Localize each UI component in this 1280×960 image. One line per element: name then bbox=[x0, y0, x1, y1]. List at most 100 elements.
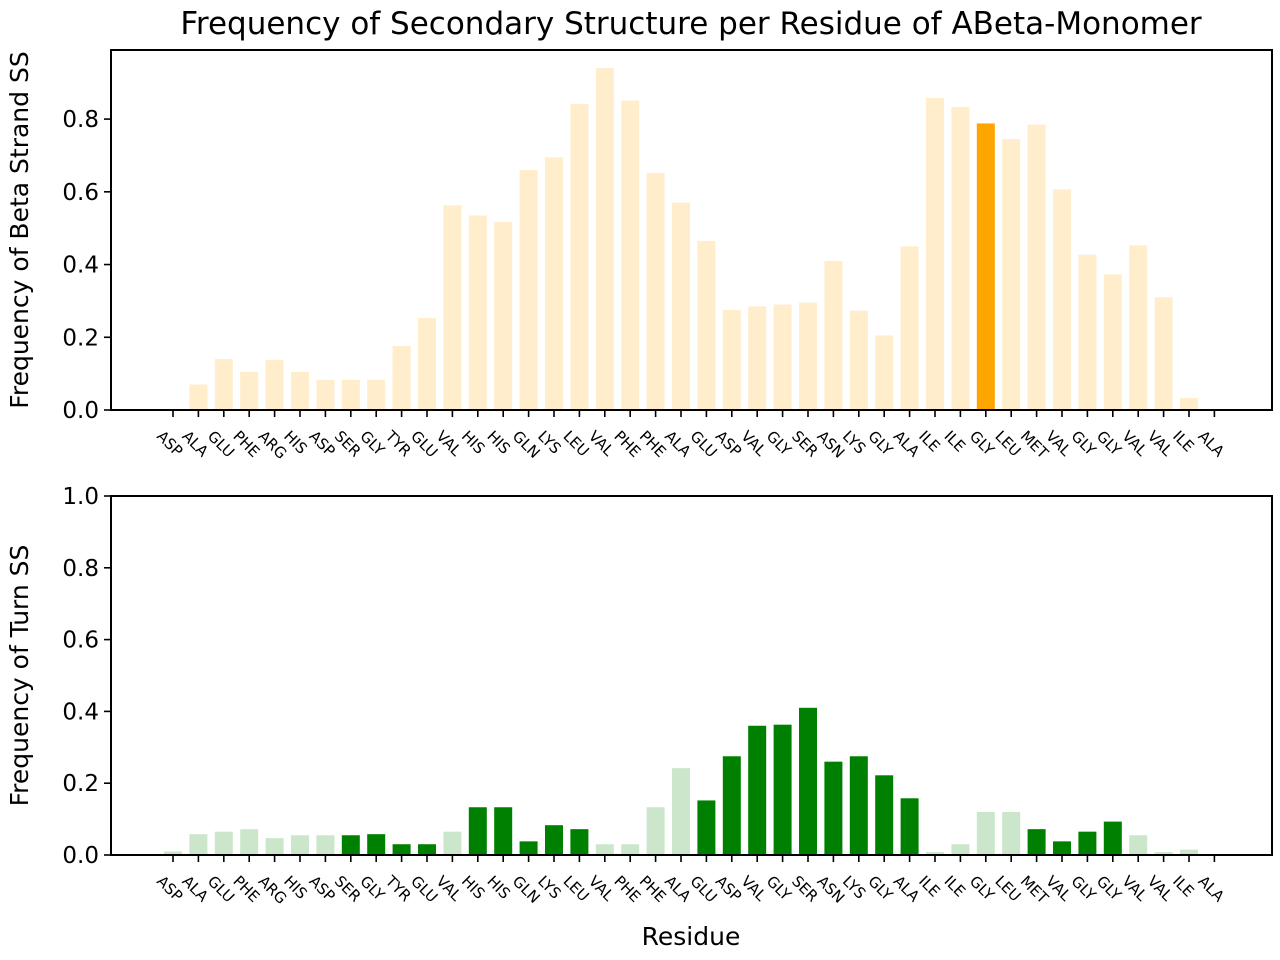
beta-strand-x-tick-label: GLY bbox=[763, 427, 796, 460]
beta-strand-bar-27 bbox=[824, 260, 843, 410]
beta-strand-x-tick-label: ASP bbox=[712, 427, 745, 460]
beta-strand-x-ticks: ASPALAGLUPHEARGHISASPSERGLYTYRGLUVALHISH… bbox=[153, 410, 1228, 463]
turn-x-tick-label: ILE bbox=[1169, 872, 1197, 900]
beta-strand-bar-23 bbox=[722, 310, 741, 410]
beta-strand-x-tick-label: GLY bbox=[356, 427, 389, 460]
beta-strand-bar-4 bbox=[240, 371, 259, 410]
turn-y-label: Frequency of Turn SS bbox=[5, 545, 34, 807]
turn-bar-20 bbox=[646, 807, 665, 855]
beta-strand-x-tick-label: ALA bbox=[179, 427, 213, 461]
turn-bar-5 bbox=[265, 838, 284, 855]
turn-bar-32 bbox=[951, 844, 970, 855]
beta-strand-bar-12 bbox=[443, 205, 462, 410]
turn-bar-23 bbox=[722, 756, 741, 855]
turn-bar-19 bbox=[621, 844, 640, 855]
turn-x-tick-label: ILE bbox=[941, 872, 969, 900]
turn-x-tick-label: MET bbox=[1017, 872, 1053, 908]
turn-x-ticks: ASPALAGLUPHEARGHISASPSERGLYTYRGLUVALHISH… bbox=[153, 855, 1228, 908]
turn-bar-39 bbox=[1129, 835, 1148, 855]
beta-strand-bar-17 bbox=[570, 103, 589, 411]
beta-strand-y-tick-label: 0.8 bbox=[62, 107, 99, 133]
turn-bar-6 bbox=[291, 835, 309, 855]
turn-y-ticks: 0.0 0.2 0.4 0.6 0.8 1.0 bbox=[62, 484, 111, 869]
beta-strand-bar-18 bbox=[595, 68, 614, 410]
turn-y-tick-label: 0.0 bbox=[62, 843, 99, 869]
beta-strand-x-tick-label: ALA bbox=[1195, 427, 1229, 461]
turn-x-label: Residue bbox=[642, 922, 741, 951]
beta-strand-bar-24 bbox=[748, 306, 767, 410]
beta-strand-bar-25 bbox=[773, 304, 792, 410]
turn-bar-35 bbox=[1027, 829, 1046, 855]
turn-bar-34 bbox=[1002, 811, 1021, 855]
turn-bar-10 bbox=[392, 844, 411, 855]
turn-x-tick-label: VAL bbox=[737, 872, 770, 905]
beta-strand-x-tick-label: ILE bbox=[1169, 427, 1197, 455]
beta-strand-x-tick-label: GLU bbox=[204, 427, 238, 461]
turn-y-tick-label: 0.6 bbox=[62, 628, 99, 654]
turn-x-tick-label: ASN bbox=[814, 872, 849, 907]
beta-strand-bars bbox=[189, 68, 1198, 411]
turn-x-tick-label: GLY bbox=[966, 872, 999, 905]
turn-bar-24 bbox=[748, 725, 767, 855]
beta-strand-bar-21 bbox=[672, 202, 690, 410]
beta-strand-x-tick-label: SER bbox=[331, 427, 365, 461]
turn-x-tick-label: VAL bbox=[585, 872, 618, 905]
beta-strand-bar-10 bbox=[392, 346, 411, 410]
turn-bar-26 bbox=[799, 707, 817, 855]
turn-x-tick-label: GLY bbox=[356, 872, 389, 905]
turn-bar-27 bbox=[824, 761, 843, 855]
turn-bar-31 bbox=[926, 852, 944, 855]
beta-strand-x-tick-label: GLN bbox=[509, 427, 544, 462]
beta-strand-bar-30 bbox=[900, 246, 919, 410]
turn-x-tick-label: SER bbox=[788, 872, 822, 906]
beta-strand-x-tick-label: HIS bbox=[458, 427, 489, 458]
turn-x-tick-label: VAL bbox=[1042, 872, 1075, 905]
turn-x-tick-label: ALA bbox=[890, 872, 924, 906]
turn-bar-3 bbox=[214, 831, 233, 855]
beta-strand-x-tick-label: SER bbox=[788, 427, 822, 461]
turn-x-tick-label: VAL bbox=[1144, 872, 1177, 905]
beta-strand-x-tick-label: GLY bbox=[1068, 427, 1101, 460]
beta-strand-x-tick-label: PHE bbox=[610, 427, 644, 461]
beta-strand-x-tick-label: VAL bbox=[585, 427, 618, 460]
turn-axes-frame bbox=[110, 495, 1273, 856]
beta-strand-x-tick-label: ALA bbox=[890, 427, 924, 461]
turn-bar-29 bbox=[875, 775, 894, 855]
beta-strand-bar-9 bbox=[367, 379, 386, 410]
beta-strand-y-label: Frequency of Beta Strand SS bbox=[5, 51, 34, 408]
turn-bar-14 bbox=[494, 807, 513, 855]
beta-strand-panel: 0.00.20.40.60.8 ASPALAGLUPHEARGHISASPSER… bbox=[5, 49, 1273, 463]
turn-bar-21 bbox=[672, 768, 690, 855]
beta-strand-x-tick-label: PHE bbox=[229, 427, 263, 461]
beta-strand-x-tick-label: ASP bbox=[306, 427, 339, 460]
turn-bar-40 bbox=[1154, 852, 1173, 855]
beta-strand-bar-2 bbox=[189, 384, 208, 410]
turn-bar-38 bbox=[1103, 821, 1122, 855]
turn-y-tick-label: 1.0 bbox=[62, 484, 99, 510]
beta-strand-x-tick-label: ASN bbox=[814, 427, 849, 462]
beta-strand-y-tick-label: 0.2 bbox=[62, 325, 99, 351]
turn-bar-11 bbox=[418, 844, 436, 855]
turn-bar-12 bbox=[443, 831, 462, 855]
beta-strand-bar-22 bbox=[697, 240, 716, 410]
turn-bar-9 bbox=[367, 834, 386, 855]
turn-panel: 0.00.20.40.60.81.0 ASPALAGLUPHEARGHISASP… bbox=[5, 484, 1273, 951]
turn-x-tick-label: ALA bbox=[179, 872, 213, 906]
turn-y-tick-label: 0.2 bbox=[62, 771, 99, 797]
turn-bar-33 bbox=[976, 811, 995, 855]
turn-bar-15 bbox=[519, 841, 538, 855]
beta-strand-bar-37 bbox=[1078, 254, 1097, 410]
turn-bar-25 bbox=[773, 724, 792, 855]
beta-strand-bar-31 bbox=[926, 98, 944, 410]
turn-bar-41 bbox=[1180, 849, 1198, 855]
beta-strand-bar-6 bbox=[291, 371, 309, 410]
turn-bar-36 bbox=[1053, 841, 1071, 855]
turn-bar-37 bbox=[1078, 831, 1097, 855]
beta-strand-x-tick-label: MET bbox=[1017, 427, 1053, 463]
beta-strand-y-tick-label: 0.6 bbox=[62, 180, 99, 206]
turn-bar-28 bbox=[849, 756, 868, 855]
beta-strand-x-tick-label: VAL bbox=[1042, 427, 1075, 460]
beta-strand-bar-26 bbox=[799, 302, 817, 410]
turn-x-tick-label: LEU bbox=[560, 872, 593, 905]
